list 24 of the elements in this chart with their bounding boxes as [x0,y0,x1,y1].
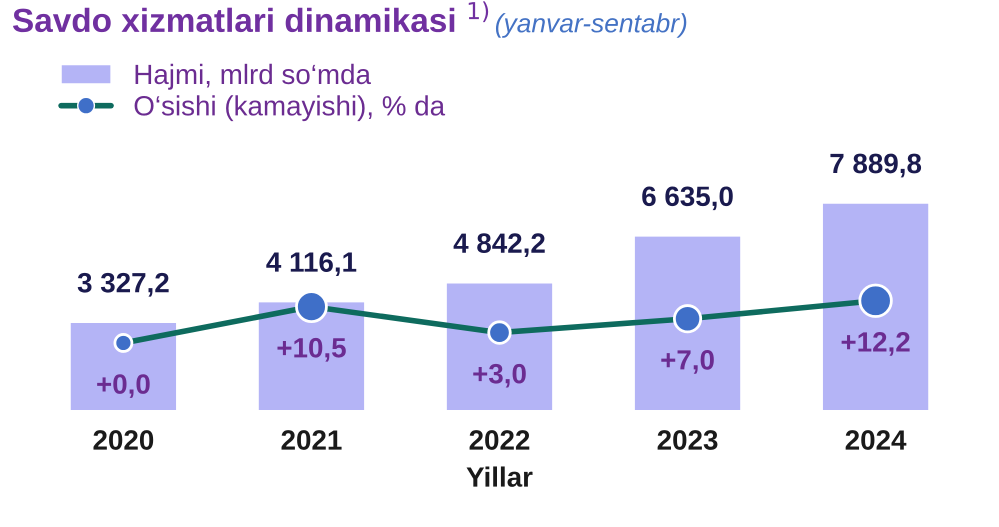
chart-subtitle: (yanvar-sentabr) [496,13,686,38]
data-label: 4 842,2 [454,233,545,257]
x-tick-label: 2021 [282,430,342,450]
data-label: +3,0 [473,364,526,388]
data-label: +12,2 [842,332,910,356]
bar [822,204,928,410]
x-tick-label: 2020 [93,430,154,450]
x-axis-title: Yillar [466,466,533,487]
bar [70,323,176,410]
data-label: 6 635,0 [642,186,733,210]
data-label: 4 116,1 [266,252,356,276]
data-label: +0,0 [97,374,150,398]
data-label: 3 327,2 [78,272,169,297]
chart-title: Savdo xizmatlari dinamikasi $^{1)}$ [12,1,488,32]
data-label: 7 889,8 [830,154,922,178]
data-label: +10,5 [277,338,346,362]
x-tick-label: 2024 [846,430,906,450]
data-label: +7,0 [661,350,714,374]
legend-label: O‘sishi (kamayishi), % da [134,95,446,122]
x-tick-label: 2023 [658,430,718,450]
bar [446,283,552,410]
bar [634,236,740,410]
x-tick-label: 2022 [470,430,530,450]
legend-label: Hajmi, mlrd so‘mda [136,64,371,90]
